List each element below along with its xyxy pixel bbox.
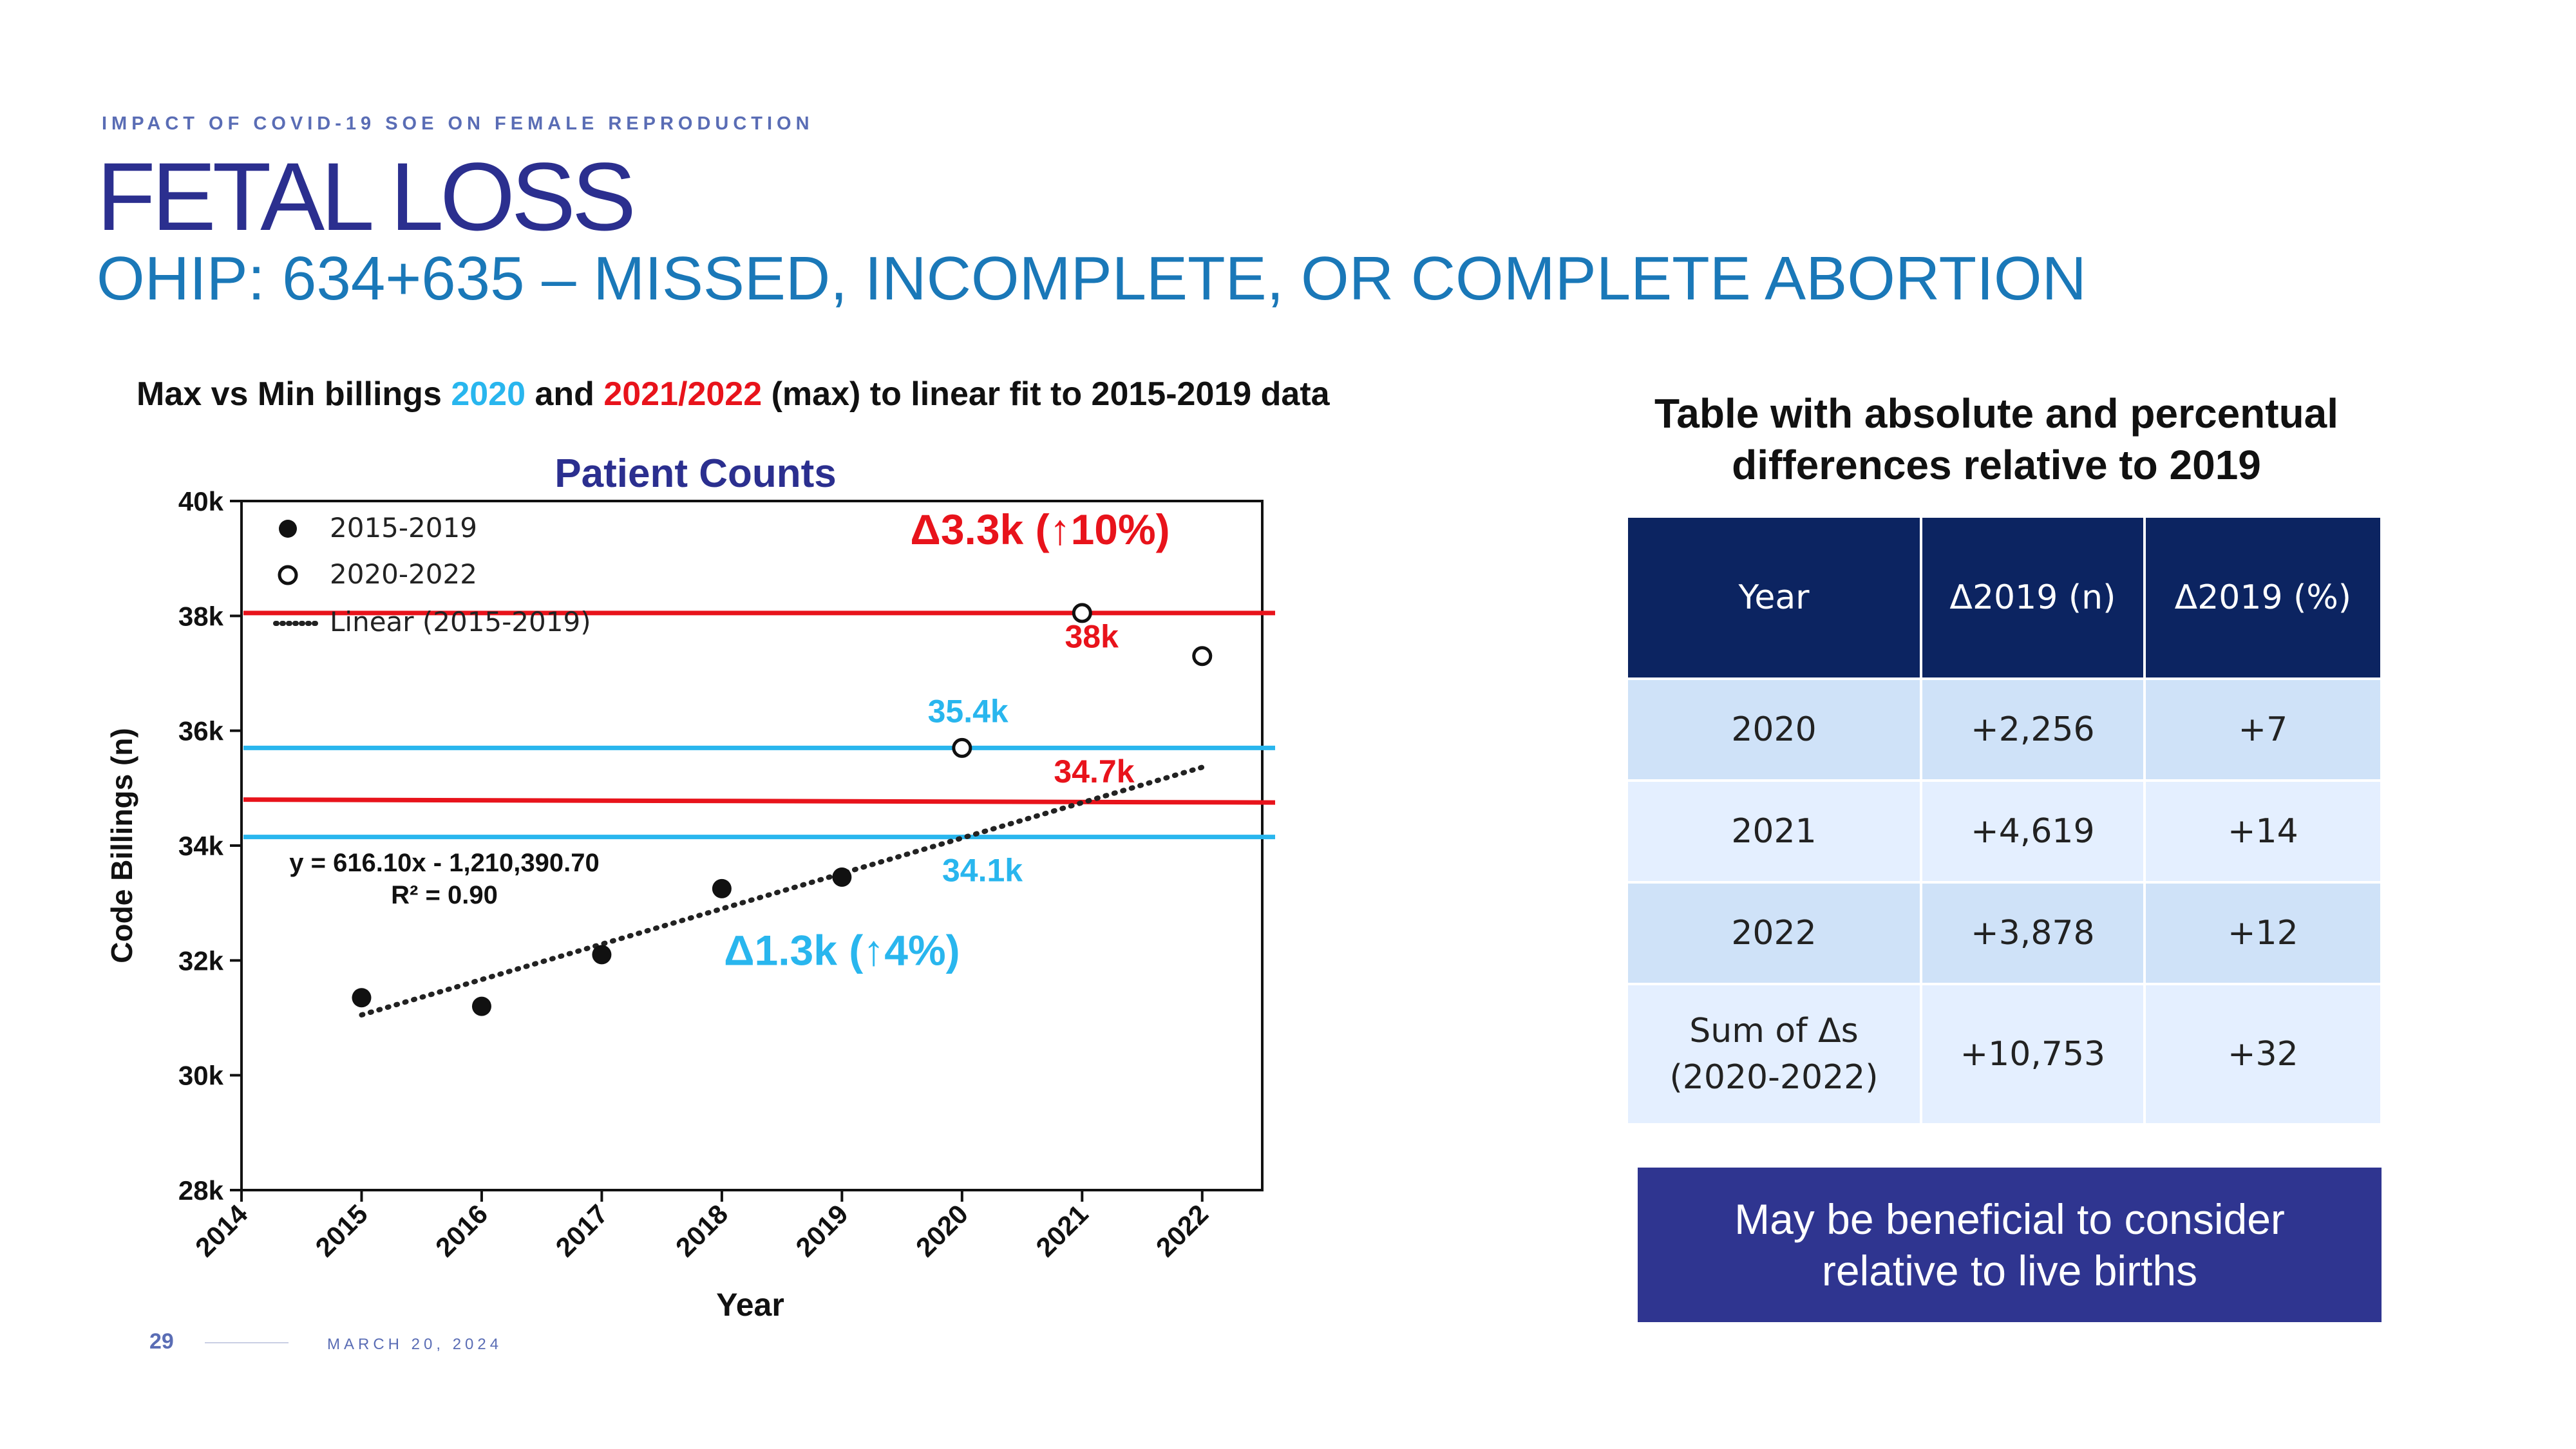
value-label: Δ3.3k (↑10%) (910, 506, 1170, 553)
caption-years-2021-2022: 2021/2022 (603, 375, 762, 413)
data-point-2015-2019 (712, 878, 732, 898)
sum-label-line-2: (2020-2022) (1669, 1058, 1879, 1097)
value-label: 34.7k (1054, 753, 1134, 790)
chart-title: Patient Counts (554, 451, 836, 496)
reference-line (243, 797, 1275, 805)
table-title: Table with absolute and percentual differ… (1610, 388, 2383, 491)
callout-line-1: May be beneficial to consider (1734, 1195, 2285, 1243)
data-point-2015-2019 (592, 945, 612, 965)
cell-delta-pct: +7 (2143, 677, 2383, 782)
data-point-2015-2019 (352, 988, 372, 1008)
x-tick-label: 2018 (670, 1198, 734, 1262)
cell-sum-label: Sum of Δs (2020-2022) (1625, 983, 1923, 1126)
value-label: 34.1k (942, 852, 1023, 888)
cell-year: 2021 (1625, 779, 1923, 884)
table-title-line-1: Table with absolute and percentual (1654, 390, 2339, 437)
page-title: FETAL LOSS (97, 142, 636, 251)
header-delta-pct: Δ2019 (%) (2143, 515, 2383, 680)
data-point-2020-2022 (1072, 603, 1092, 623)
cell-delta-n: +2,256 (1920, 677, 2146, 782)
patient-counts-chart: Patient Counts 28k 30k 32k 34k 36k 38k 40k 201… (105, 451, 1275, 1323)
cell-sum-delta-pct: +32 (2143, 983, 2383, 1126)
data-point-2015-2019 (832, 867, 852, 887)
value-label: 38k (1065, 618, 1119, 654)
x-axis: 2014 2015 2016 2017 2018 2019 2020 2021 2022 (189, 1190, 1214, 1262)
caption-year-2020: 2020 (451, 375, 526, 413)
x-tick-label: 2022 (1150, 1198, 1214, 1262)
legend-entry-2020-2022: 2020-2022 (330, 558, 477, 590)
x-tick-label: 2014 (189, 1198, 254, 1263)
y-tick-label: 34k (178, 831, 224, 861)
cell-delta-pct: +14 (2143, 779, 2383, 884)
y-tick-label: 32k (178, 945, 224, 976)
x-tick-label: 2017 (549, 1198, 613, 1262)
cell-year: 2022 (1625, 881, 1923, 985)
data-point-2020-2022 (1192, 646, 1213, 667)
section-kicker: IMPACT OF COVID-19 SOE ON FEMALE REPRODU… (102, 113, 814, 134)
value-label: 35.4k (928, 693, 1009, 729)
plot-frame (240, 500, 1264, 1191)
table-row-sum: Sum of Δs (2020-2022) +10,753 +32 (1625, 983, 2383, 1126)
page-number: 29 (149, 1329, 174, 1354)
y-tick-label: 38k (178, 601, 224, 631)
data-point-2015-2019 (471, 996, 491, 1016)
footer-date: MARCH 20, 2024 (327, 1336, 503, 1353)
x-tick-label: 2016 (430, 1198, 493, 1262)
x-tick-label: 2015 (310, 1198, 374, 1262)
footer-divider (205, 1342, 289, 1343)
y-axis-label: Code Billings (n) (105, 728, 138, 963)
legend: 2015-2019 2020-2022 Linear (2015-2019) (273, 512, 591, 638)
value-labels: Δ3.3k (↑10%) 38k 35.4k 34.7k 34.1k Δ1.3k (↑4%… (724, 506, 1170, 974)
callout-line-2: relative to live births (1821, 1247, 2198, 1294)
x-tick-label: 2021 (1030, 1198, 1094, 1262)
caption-text-1: Max vs Min billings (137, 375, 451, 413)
legend-entry-linear: Linear (2015-2019) (330, 606, 591, 638)
legend-marker-open (278, 565, 298, 585)
note-callout: May be beneficial to consider relative to… (1638, 1168, 2382, 1322)
value-label: Δ1.3k (↑4%) (724, 926, 960, 974)
reference-lines (243, 611, 1275, 840)
chart-caption: Max vs Min billings 2020 and 2021/2022 (… (137, 375, 1330, 413)
table-header-row: Year Δ2019 (n) Δ2019 (%) (1625, 515, 2383, 680)
legend-marker-filled (279, 520, 297, 538)
cell-year: 2020 (1625, 677, 1923, 782)
y-tick-label: 36k (178, 716, 224, 746)
y-tick-label: 28k (178, 1175, 224, 1206)
legend-entry-2015-2019: 2015-2019 (330, 512, 477, 544)
trendline (359, 764, 1205, 1018)
regression-equation: y = 616.10x - 1,210,390.70 (289, 849, 600, 877)
cell-delta-pct: +12 (2143, 881, 2383, 985)
differences-table: Year Δ2019 (n) Δ2019 (%) 2020 +2,256 +7 … (1625, 515, 2383, 1126)
page-subtitle: OHIP: 634+635 – MISSED, INCOMPLETE, OR C… (97, 244, 2087, 313)
x-tick-label: 2019 (790, 1198, 853, 1262)
y-axis: 28k 30k 32k 34k 36k 38k 40k (178, 486, 242, 1206)
x-tick-label: 2020 (910, 1198, 974, 1262)
x-axis-label: Year (716, 1287, 784, 1323)
trendline-layer (359, 764, 1205, 1018)
table-title-line-2: differences relative to 2019 (1732, 442, 2261, 488)
cell-delta-n: +3,878 (1920, 881, 2146, 985)
header-year: Year (1625, 515, 1923, 680)
table-row: 2021 +4,619 +14 (1625, 779, 2383, 884)
cell-sum-delta-n: +10,753 (1920, 983, 2146, 1126)
caption-text-2: and (526, 375, 604, 413)
table-row: 2020 +2,256 +7 (1625, 677, 2383, 782)
y-tick-label: 40k (178, 486, 224, 516)
data-point-2020-2022 (952, 737, 972, 758)
table-row: 2022 +3,878 +12 (1625, 881, 2383, 985)
r-squared: R² = 0.90 (391, 881, 498, 909)
y-tick-label: 30k (178, 1061, 224, 1091)
data-points (352, 603, 1213, 1016)
header-delta-n: Δ2019 (n) (1920, 515, 2146, 680)
cell-delta-n: +4,619 (1920, 779, 2146, 884)
caption-text-3: (max) to linear fit to 2015-2019 data (762, 375, 1330, 413)
sum-label-line-1: Sum of Δs (1689, 1012, 1859, 1050)
